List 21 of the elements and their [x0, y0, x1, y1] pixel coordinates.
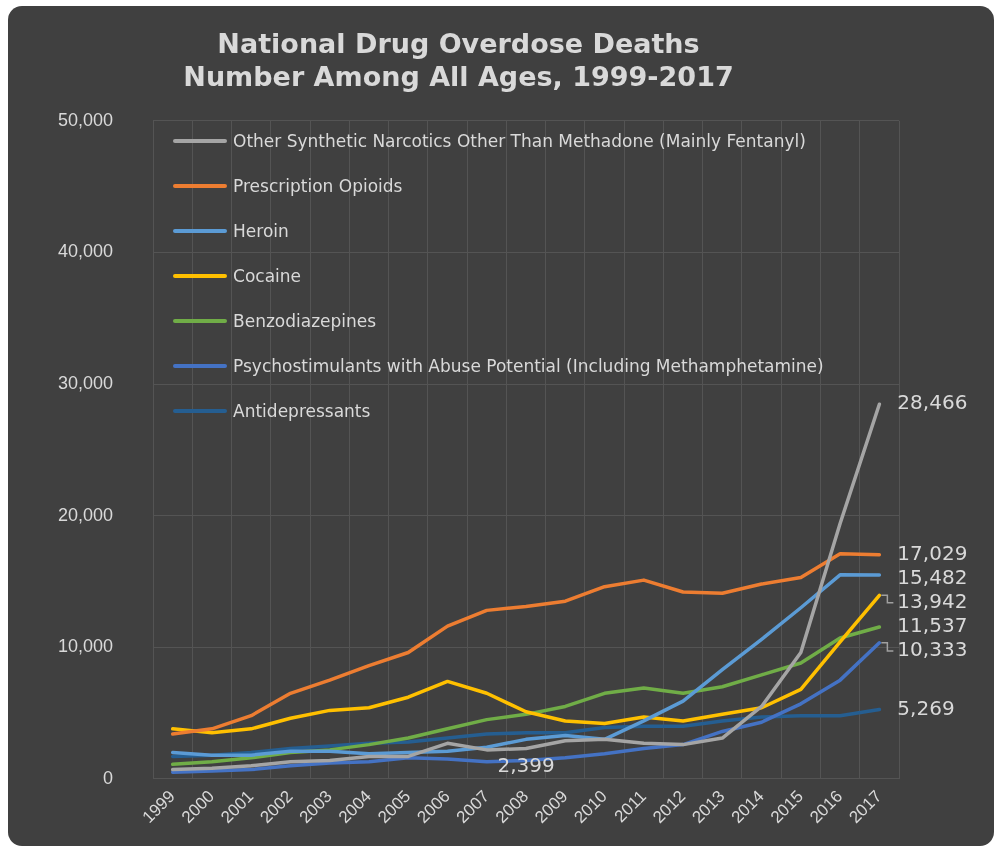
legend-label: Heroin — [233, 221, 289, 242]
y-tick-label: 10,000 — [57, 636, 114, 657]
legend-label: Cocaine — [233, 266, 302, 287]
data-label: 11,537 — [897, 613, 968, 638]
legend-label: Psychostimulants with Abuse Potential (Including Methamphetamine) — [233, 356, 824, 377]
y-tick-label: 40,000 — [57, 241, 114, 262]
y-tick-label: 20,000 — [57, 504, 114, 525]
y-tick-label: 50,000 — [57, 109, 114, 130]
data-label: 13,942 — [897, 588, 968, 613]
data-label: 5,269 — [897, 695, 955, 720]
legend-label: Benzodiazepines — [233, 311, 377, 332]
chart-title: National Drug Overdose Deaths Number Among All Ages, 1999-2017 — [183, 28, 734, 92]
data-label: 15,482 — [897, 564, 968, 589]
data-label: 10,333 — [897, 637, 968, 662]
data-label: 28,466 — [897, 390, 968, 415]
legend-label: Other Synthetic Narcotics Other Than Methadone (Mainly Fentanyl) — [233, 131, 806, 152]
y-tick-label: 30,000 — [57, 372, 114, 393]
legend-label: Antidepressants — [233, 401, 371, 422]
data-label: 17,029 — [897, 540, 968, 565]
legend-label: Prescription Opioids — [233, 176, 403, 197]
y-tick-label: 0 — [103, 767, 114, 788]
